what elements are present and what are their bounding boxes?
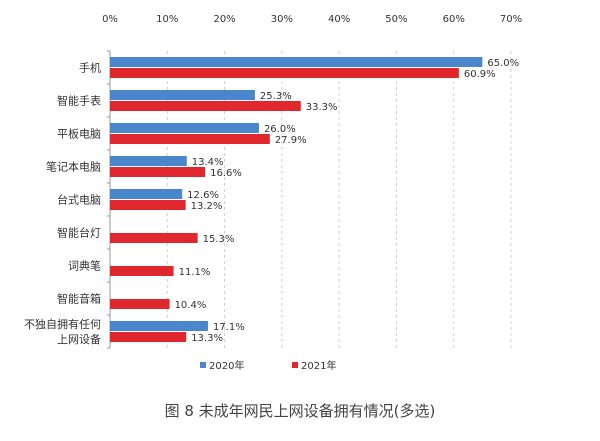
data-label: 13.2% xyxy=(191,201,223,212)
bar-2021年 xyxy=(110,266,174,276)
bar-2021年 xyxy=(110,68,459,78)
category-label: 智能音箱 xyxy=(57,292,101,306)
legend-label: 2020年 xyxy=(209,359,244,372)
bar-2020年 xyxy=(110,321,208,331)
x-tick-label: 20% xyxy=(213,14,235,25)
x-tick-label: 10% xyxy=(156,14,178,25)
bar-2021年 xyxy=(110,134,270,144)
data-label: 13.4% xyxy=(192,157,224,168)
data-label: 25.3% xyxy=(260,91,292,102)
data-label: 11.1% xyxy=(179,267,211,278)
bar-2020年 xyxy=(110,189,183,199)
category-label: 平板电脑 xyxy=(57,127,101,141)
legend-label: 2021年 xyxy=(301,359,336,372)
bar-2021年 xyxy=(110,200,186,210)
chart-caption: 图 8 未成年网民上网设备拥有情况(多选) xyxy=(164,402,436,420)
category-label: 词典笔 xyxy=(68,259,101,273)
category-label: 上网设备 xyxy=(57,332,101,346)
data-label: 16.6% xyxy=(210,168,242,179)
data-label: 27.9% xyxy=(275,135,307,146)
category-label: 不独自拥有任何 xyxy=(24,317,101,331)
bar-2021年 xyxy=(110,299,170,309)
x-tick-label: 60% xyxy=(443,14,465,25)
bar-2020年 xyxy=(110,90,255,100)
x-tick-label: 0% xyxy=(102,14,118,25)
bar-2021年 xyxy=(110,167,206,177)
category-label: 笔记本电脑 xyxy=(46,160,101,174)
data-label: 26.0% xyxy=(264,124,296,135)
x-tick-label: 50% xyxy=(385,14,407,25)
category-label: 手机 xyxy=(79,61,101,75)
bar-chart: 0% 10% 20% 30% 40% 50% 60% 70% 手机 65.0%60.9% 智能手表 2… xyxy=(24,14,522,372)
x-tick-label: 30% xyxy=(271,14,293,25)
legend-swatch xyxy=(200,362,206,368)
data-label: 12.6% xyxy=(187,190,219,201)
bar-2021年 xyxy=(110,233,198,243)
bar-2020年 xyxy=(110,123,259,133)
category-label: 台式电脑 xyxy=(57,193,101,207)
bar-2020年 xyxy=(110,57,483,67)
x-tick-label: 40% xyxy=(328,14,350,25)
x-tick-label: 70% xyxy=(500,14,522,25)
data-label: 10.4% xyxy=(175,300,207,311)
data-label: 33.3% xyxy=(306,102,338,113)
data-label: 65.0% xyxy=(487,58,519,69)
data-label: 15.3% xyxy=(203,234,235,245)
data-label: 60.9% xyxy=(464,69,496,80)
legend-swatch xyxy=(292,362,298,368)
data-label: 13.3% xyxy=(191,333,223,344)
data-label: 17.1% xyxy=(213,322,245,333)
category-label: 智能手表 xyxy=(57,94,101,108)
bar-2021年 xyxy=(110,332,187,342)
bar-2020年 xyxy=(110,156,187,166)
category-label: 智能台灯 xyxy=(57,226,101,240)
bar-2021年 xyxy=(110,101,301,111)
